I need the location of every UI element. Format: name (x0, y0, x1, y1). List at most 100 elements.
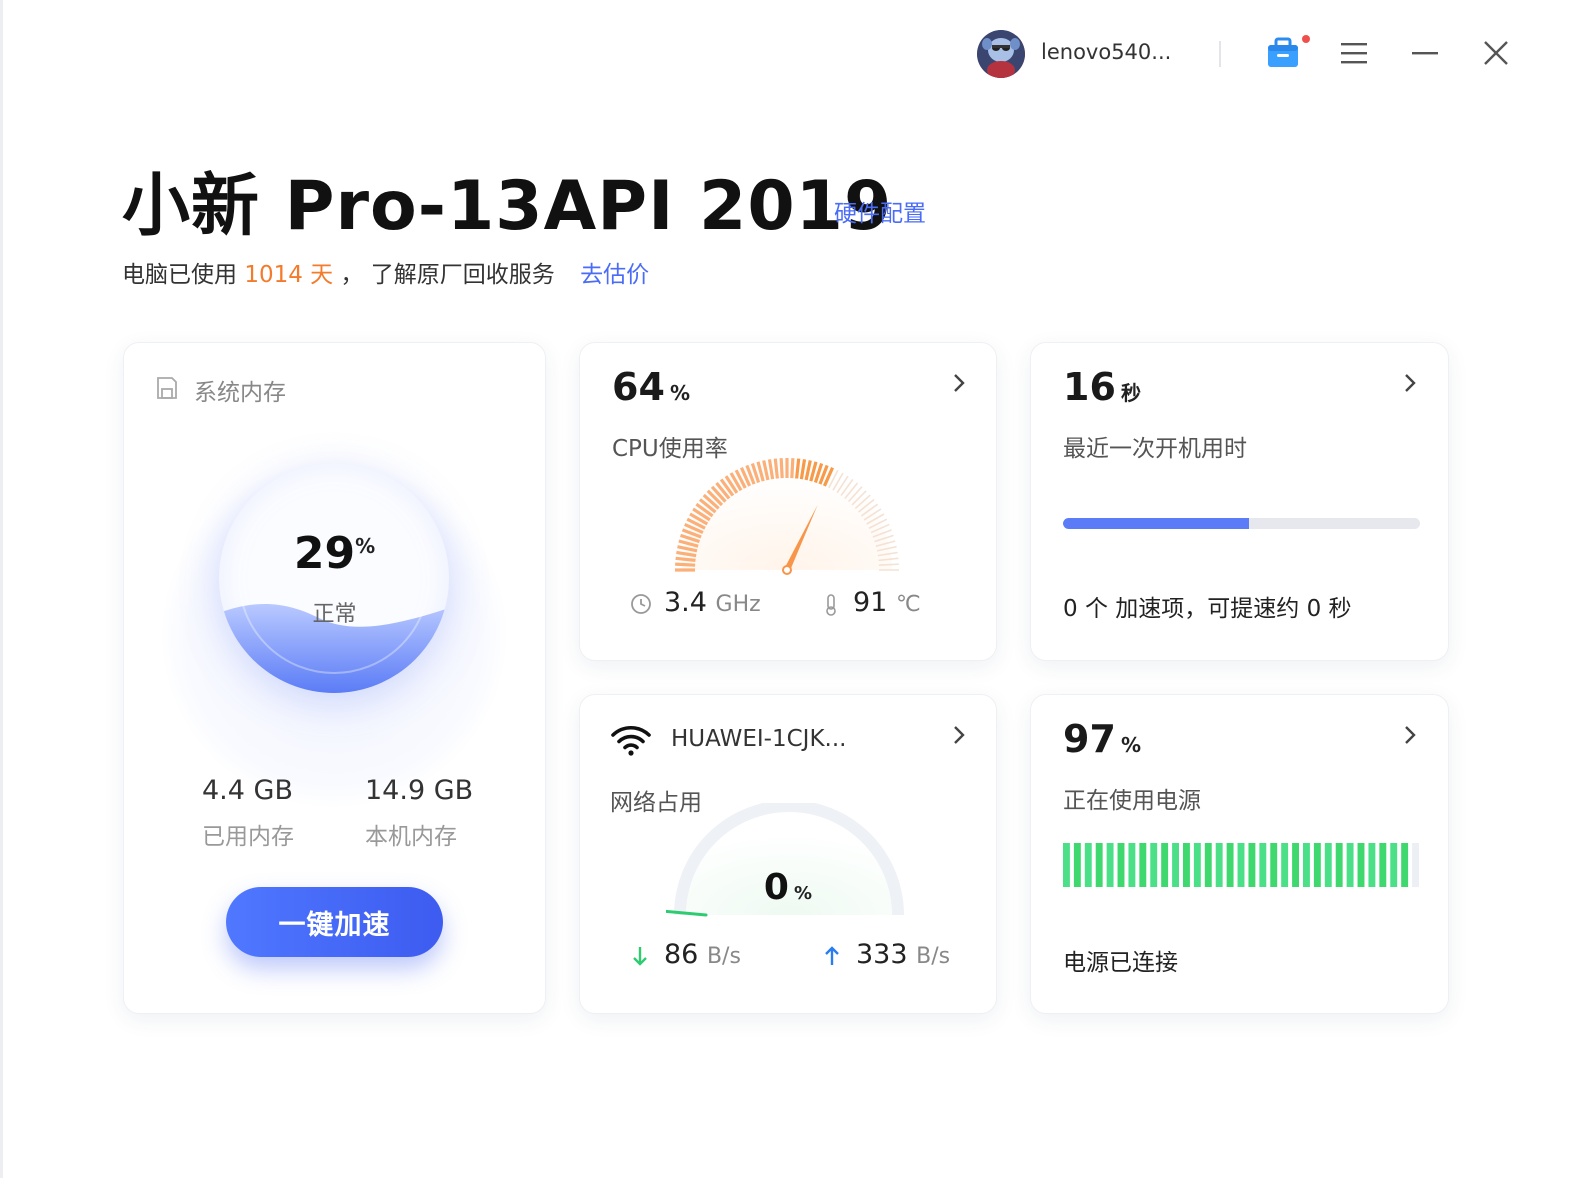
battery-percent-value: 97 (1063, 717, 1116, 761)
battery-bar (1150, 843, 1158, 887)
cpu-gauge-tick (836, 475, 849, 494)
upload-speed-unit: B/s (916, 944, 951, 969)
cpu-gauge-tick (870, 523, 890, 534)
cpu-frequency-unit: GHz (715, 592, 761, 617)
battery-bar (1292, 843, 1299, 887)
cpu-gauge-tick (710, 485, 727, 503)
cpu-label: CPU使用率 (612, 436, 728, 462)
battery-bar (1248, 843, 1256, 887)
cpu-gauge (675, 458, 899, 575)
cpu-temperature-value: 91 (853, 587, 888, 618)
memory-percent-unit: % (355, 534, 376, 558)
minimize-icon[interactable] (1410, 38, 1440, 68)
chevron-right-icon[interactable] (950, 723, 968, 747)
username[interactable]: lenovo540... (1041, 40, 1172, 64)
frequency-icon (630, 593, 652, 615)
memory-title: 系统内存 (194, 380, 286, 406)
battery-bar (1063, 843, 1070, 887)
battery-bar (1084, 843, 1092, 887)
cpu-gauge-tick (863, 508, 882, 521)
cpu-gauge-tick (822, 467, 835, 487)
cpu-card[interactable]: 64 % CPU使用率 3.4 GHz 91 ℃ (579, 342, 997, 661)
wifi-ssid: HUAWEI-1CJK... (671, 726, 847, 752)
battery-bar (1073, 843, 1081, 887)
cpu-gauge-tick (868, 518, 888, 529)
battery-bar (1346, 843, 1354, 887)
cpu-gauge-tick (854, 494, 871, 510)
cpu-gauge-tick (875, 540, 896, 547)
network-percent-unit: % (794, 883, 813, 904)
cpu-gauge-tick (702, 493, 720, 510)
battery-bar (1270, 843, 1278, 887)
chevron-right-icon[interactable] (1401, 371, 1419, 395)
battery-bar (1172, 843, 1179, 887)
cpu-percent-unit: % (669, 381, 691, 405)
cpu-gauge-tick (809, 461, 818, 482)
network-label: 网络占用 (610, 790, 702, 816)
network-percent-value: 0 (763, 867, 789, 908)
battery-bar (1379, 843, 1387, 887)
battery-bar (1095, 843, 1103, 887)
cpu-gauge-tick (734, 469, 747, 489)
cpu-gauge-tick (851, 490, 867, 506)
battery-bar (1226, 843, 1234, 887)
cpu-gauge-tick (804, 460, 812, 481)
cpu-percent-value: 64 (612, 365, 665, 409)
notification-dot (1302, 35, 1310, 43)
boot-tip: 0 个 加速项，可提速约 0 秒 (1063, 596, 1352, 622)
cpu-gauge-tick (745, 464, 756, 485)
cpu-gauge-tick (844, 482, 859, 500)
battery-bar (1390, 843, 1398, 887)
cpu-gauge-tick (715, 481, 731, 500)
cpu-gauge-tick (675, 556, 696, 562)
total-memory-label: 本机内存 (365, 824, 457, 850)
cpu-gauge-tick (813, 462, 824, 483)
hardware-config-link[interactable]: 硬件配置 (834, 201, 926, 227)
menu-icon[interactable] (1339, 38, 1369, 68)
battery-bar (1204, 843, 1212, 887)
cpu-gauge-tick (860, 503, 879, 517)
cpu-gauge-tick (684, 522, 704, 535)
memory-percent: 29% (124, 528, 545, 579)
cpu-gauge-tick (872, 529, 892, 538)
cpu-gauge-tick (689, 512, 709, 526)
cpu-gauge-tick (877, 551, 898, 557)
cpu-gauge-tick (676, 550, 697, 558)
download-arrow-icon (632, 945, 648, 967)
usage-prefix: 电脑已使用 (122, 262, 237, 288)
toolbox-icon[interactable] (1265, 36, 1301, 72)
cpu-gauge-tick (779, 458, 784, 479)
power-card[interactable]: 97 % 正在使用电源 电源已连接 (1030, 694, 1449, 1014)
cpu-gauge-tick (686, 517, 706, 530)
thermometer-icon (822, 593, 840, 617)
cpu-frequency: 3.4 GHz (664, 587, 761, 618)
cpu-gauge-tick (767, 459, 775, 480)
cpu-gauge-tick (677, 545, 698, 553)
evaluate-link[interactable]: 去估价 (580, 262, 650, 288)
chevron-right-icon[interactable] (1401, 723, 1419, 747)
user-avatar[interactable] (977, 30, 1025, 78)
battery-bar (1139, 843, 1147, 887)
cpu-gauge-tick (799, 459, 807, 480)
boost-button[interactable]: 一键加速 (226, 887, 443, 957)
usage-info: 电脑已使用 1014 天 ， 了解原厂回收服务 去估价 (122, 255, 649, 289)
boot-time-card[interactable]: 16 秒 最近一次开机用时 0 个 加速项，可提速约 0 秒 (1030, 342, 1449, 661)
battery-bar (1117, 843, 1125, 887)
battery-bar (1183, 843, 1190, 887)
cpu-gauge-tick (681, 528, 702, 539)
close-icon[interactable] (1481, 38, 1511, 68)
battery-bar (1368, 843, 1376, 887)
cpu-gauge-tick (818, 464, 829, 485)
battery-bar (1193, 843, 1201, 887)
network-card[interactable]: HUAWEI-1CJK... 网络占用 0 % 86 B/s (579, 694, 997, 1014)
cpu-gauge-tick (762, 460, 770, 481)
cpu-gauge-tick (878, 563, 899, 566)
boot-progress-track (1063, 518, 1420, 529)
chevron-right-icon[interactable] (950, 371, 968, 395)
battery-bar (1313, 843, 1321, 887)
cpu-gauge-tick (874, 534, 894, 543)
cpu-gauge-tick (675, 562, 696, 567)
cpu-gauge-tick (878, 557, 899, 562)
memory-orb (219, 463, 449, 693)
cpu-temperature-unit: ℃ (895, 592, 921, 617)
